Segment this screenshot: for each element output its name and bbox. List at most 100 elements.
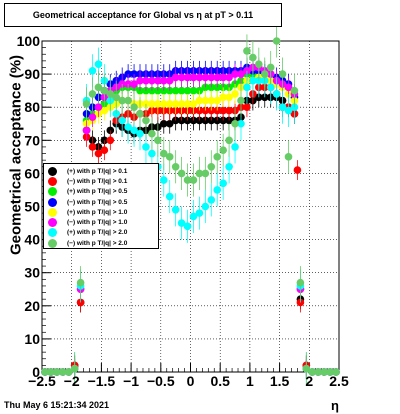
data-point (171, 206, 180, 214)
data-point (165, 119, 174, 128)
data-point (53, 368, 61, 376)
data-point (320, 368, 328, 376)
data-point (88, 113, 97, 121)
data-point (207, 73, 216, 82)
data-point (106, 90, 115, 98)
legend-marker (48, 218, 57, 228)
x-tick-label: −0.5 (147, 373, 175, 389)
data-point (284, 83, 293, 92)
y-axis-label: Geometrical acceptance (%) (7, 54, 25, 256)
data-point (106, 136, 115, 145)
data-point (183, 100, 192, 108)
y-tick-label: 0 (32, 364, 40, 380)
data-point (278, 103, 287, 111)
data-point (225, 73, 233, 82)
data-point (130, 126, 138, 135)
x-tick-label: 0 (187, 373, 195, 389)
y-tick-label: 80 (24, 99, 40, 115)
x-tick-label: −1.5 (88, 373, 116, 389)
data-point (94, 60, 103, 68)
data-point (195, 209, 204, 217)
data-point (243, 47, 251, 55)
data-point (237, 119, 245, 128)
data-point (189, 86, 198, 95)
data-point (284, 106, 293, 115)
data-point (82, 100, 91, 108)
x-tick-label: 2 (305, 373, 313, 389)
legend-entry: (+) with p T/|q| > 0.1 (48, 166, 158, 176)
data-point (213, 153, 222, 161)
legend-entry: (−) with p T/|q| > 2.0 (48, 238, 158, 248)
data-point (159, 119, 168, 128)
data-point (118, 116, 126, 125)
legend-label: (−) with p T/|q| > 0.1 (67, 177, 128, 185)
legend-label: (−) with p T/|q| > 0.5 (67, 198, 128, 206)
data-point (76, 278, 85, 287)
data-point (284, 153, 293, 161)
x-tick-label: 0.5 (210, 373, 230, 389)
data-point (159, 100, 168, 108)
data-point (70, 364, 79, 373)
data-point (88, 90, 97, 98)
data-point (314, 368, 323, 376)
data-point (82, 126, 91, 135)
legend-entry: (−) with p T/|q| > 0.5 (48, 197, 158, 207)
data-point (249, 76, 257, 85)
data-point (243, 103, 251, 111)
data-point (243, 83, 251, 92)
data-point (165, 153, 174, 161)
data-point (58, 368, 67, 376)
data-point (177, 169, 186, 178)
legend-label: (−) with p T/|q| > 1.0 (67, 219, 128, 227)
data-point (171, 86, 180, 95)
y-tick-label: 90 (24, 66, 40, 82)
data-point (195, 73, 204, 82)
legend-marker (48, 197, 57, 207)
tick-labels: −2.5 −2 −1.5 −1 −0.5 0 0.5 1 1.5 2 2.5 0 10 20 30 40 50 6… (17, 33, 349, 389)
data-point (177, 73, 186, 82)
legend-marker (48, 228, 57, 238)
y-tick-label: 100 (17, 33, 41, 49)
data-point (148, 129, 156, 138)
data-point (165, 100, 174, 108)
data-point (231, 143, 239, 151)
data-point (213, 73, 222, 82)
legend-marker (48, 176, 57, 186)
data-point (100, 146, 109, 155)
data-point (231, 119, 239, 128)
data-point (260, 70, 269, 78)
legend-label: (−) with p T/|q| > 2.0 (67, 239, 128, 247)
data-point (159, 76, 168, 85)
data-point (293, 166, 302, 174)
data-point (165, 192, 174, 201)
legend-label: (+) with p T/|q| > 2.0 (67, 229, 128, 237)
data-point (207, 162, 216, 171)
y-tick-label: 20 (24, 298, 40, 314)
data-point (130, 103, 138, 111)
data-point (148, 100, 156, 108)
data-point (148, 76, 156, 85)
x-axis-label: η (331, 398, 339, 413)
data-point (183, 176, 192, 184)
data-point (213, 186, 222, 194)
legend-marker (48, 187, 57, 197)
legend: (+) with p T/|q| > 0.1 (−) with p T/|q| … (43, 163, 159, 249)
plot-title: Geometrical acceptance for Global vs η a… (4, 3, 282, 27)
data-point (177, 219, 186, 227)
legend-entry: (+) with p T/|q| > 0.5 (48, 187, 158, 197)
x-tick-label: 1.5 (270, 373, 290, 389)
x-tick-label: −2 (64, 373, 80, 389)
data-point (201, 169, 210, 178)
timestamp: Thu May 6 15:21:34 2021 (4, 400, 110, 410)
data-point (171, 73, 180, 82)
data-point (243, 66, 251, 75)
x-tick-label: −1 (123, 373, 139, 389)
data-point (290, 86, 299, 95)
y-tick-label: 70 (24, 132, 40, 148)
data-point (165, 76, 174, 85)
data-point (124, 96, 132, 105)
legend-entry: (−) with p T/|q| > 0.1 (48, 176, 158, 186)
y-tick-label: 30 (24, 265, 40, 281)
data-point (225, 162, 233, 171)
